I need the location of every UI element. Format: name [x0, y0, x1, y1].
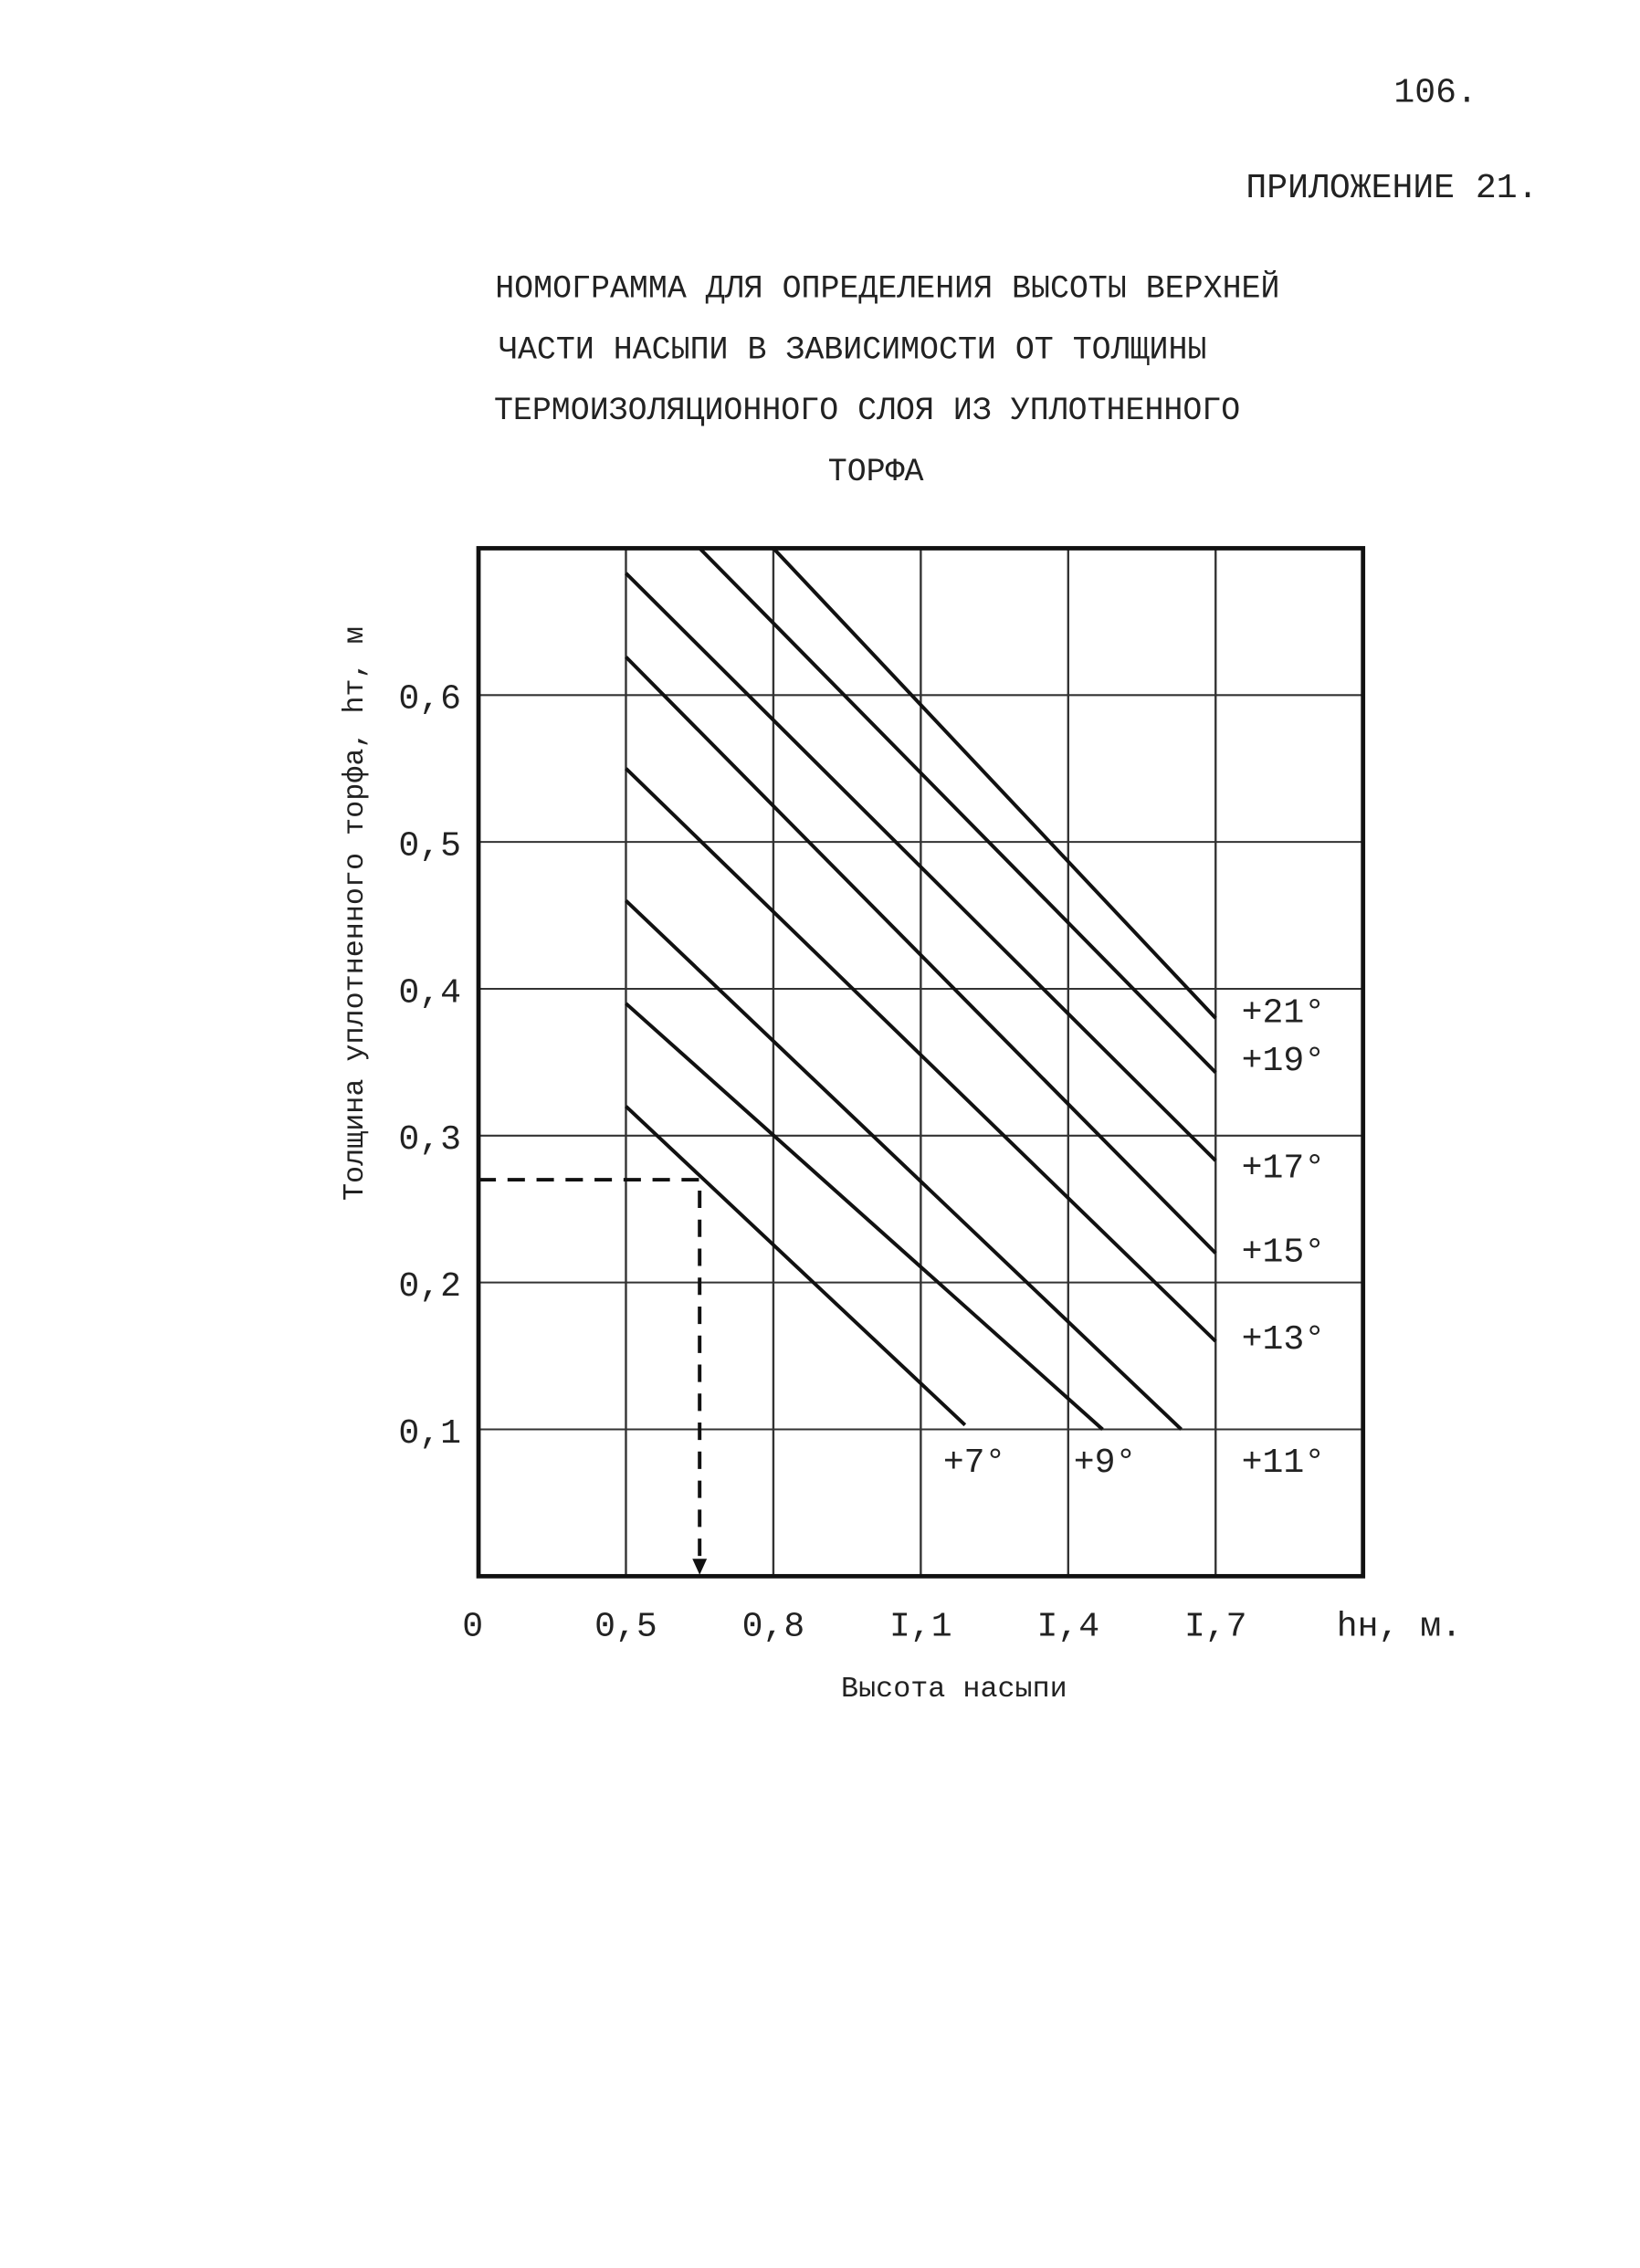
series-line [625, 899, 1183, 1431]
legend-label: +19° [1242, 1042, 1325, 1081]
legend-label: +15° [1242, 1234, 1325, 1273]
x-tick-label: 0,5 [594, 1607, 657, 1646]
title-line: ТЕРМОИЗОЛЯЦИОННОГО СЛОЯ ИЗ УПЛОТНЕННОГО [494, 394, 1240, 429]
series-line [625, 767, 1217, 1343]
series-line [625, 572, 1217, 1162]
series-line [772, 547, 1217, 1020]
x-tick-label: I,4 [1037, 1607, 1100, 1646]
x-tick-label: 0,8 [742, 1607, 805, 1646]
series-line [698, 547, 1217, 1075]
y-tick-label: 0,2 [398, 1267, 461, 1307]
legend-label: +21° [1242, 994, 1325, 1034]
x-unit-label: hн, м. [1337, 1607, 1462, 1646]
legend-label: +17° [1242, 1150, 1325, 1189]
page-number: 106. [1393, 73, 1477, 112]
origin-label: 0 [462, 1607, 483, 1646]
plot: 0,5 0,8 I,1 I,4 I,7 0,1 0,2 0,3 0,4 0,5 0,6 +7° +9° +… [398, 546, 1366, 1646]
series-line [625, 656, 1217, 1255]
x-tick-label: I,1 [889, 1607, 952, 1646]
y-tick-label: 0,4 [398, 973, 461, 1013]
title-line: ТОРФА [828, 455, 924, 490]
title-line: НОМОГРАММА ДЛЯ ОПРЕДЕЛЕНИЯ ВЫСОТЫ ВЕРХНЕ… [495, 270, 1279, 308]
appendix: ПРИЛОЖЕНИЕ 21. [1246, 169, 1538, 208]
y-tick-label: 0,1 [398, 1414, 461, 1454]
series-line [625, 1002, 1104, 1431]
y-tick-label: 0,3 [398, 1120, 461, 1160]
title-line: ЧАСТИ НАСЫПИ В ЗАВИСИМОСТИ ОТ ТОЛЩИНЫ [499, 332, 1206, 368]
x-axis-label: Высота насыпи [841, 1673, 1067, 1706]
legend-label: +9° [1074, 1444, 1137, 1483]
series-line [625, 1105, 967, 1427]
y-tick-label: 0,6 [398, 680, 461, 719]
y-axis-label: Толщина уплотненного торфа, hт, м [339, 626, 372, 1201]
legend-label: +11° [1242, 1444, 1325, 1483]
example-guide [478, 1178, 702, 1568]
x-tick-label: I,7 [1184, 1607, 1247, 1646]
example-arrow [692, 1559, 708, 1575]
plot-frame [476, 546, 1366, 1579]
legend-label: +7° [943, 1444, 1006, 1483]
y-tick-label: 0,5 [398, 826, 461, 866]
legend-label: +13° [1242, 1320, 1325, 1360]
